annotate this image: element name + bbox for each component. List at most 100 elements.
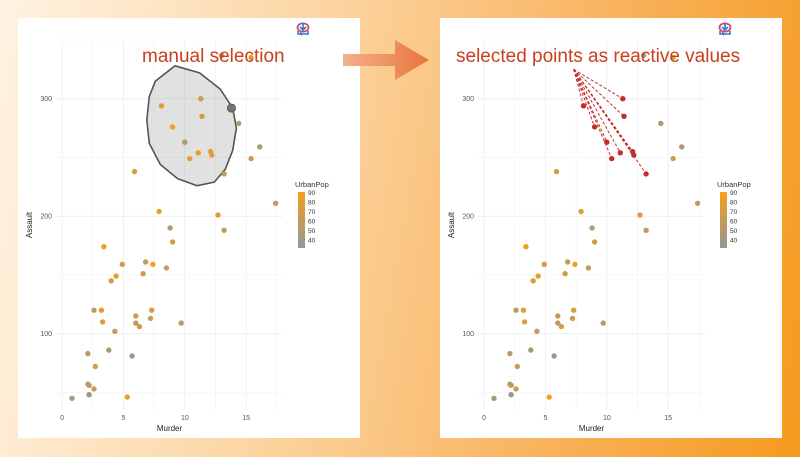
data-point[interactable] xyxy=(508,392,514,398)
data-point[interactable] xyxy=(119,261,126,267)
data-point[interactable] xyxy=(609,155,615,162)
data-point[interactable] xyxy=(555,320,561,326)
data-point[interactable] xyxy=(604,139,610,145)
data-point[interactable] xyxy=(106,347,112,353)
data-point[interactable] xyxy=(169,124,176,130)
data-point[interactable] xyxy=(167,225,173,231)
download-icon[interactable] xyxy=(297,22,352,38)
data-point[interactable] xyxy=(562,271,568,277)
data-point[interactable] xyxy=(578,208,584,215)
data-point[interactable] xyxy=(637,212,643,218)
data-point[interactable] xyxy=(86,392,92,398)
data-point[interactable] xyxy=(101,244,107,250)
data-point[interactable] xyxy=(631,152,637,158)
data-point[interactable] xyxy=(163,265,170,271)
data-point[interactable] xyxy=(535,273,541,279)
data-point[interactable] xyxy=(236,120,242,127)
data-point[interactable] xyxy=(85,381,91,387)
data-point[interactable] xyxy=(564,259,571,265)
lasso-clear-icon[interactable] xyxy=(718,22,754,38)
data-point[interactable] xyxy=(133,320,139,326)
data-point[interactable] xyxy=(248,155,254,162)
data-point[interactable] xyxy=(617,150,623,156)
data-point[interactable] xyxy=(221,227,227,233)
data-point[interactable] xyxy=(91,307,97,313)
data-point[interactable] xyxy=(507,381,513,387)
data-point[interactable] xyxy=(571,307,577,313)
data-point[interactable] xyxy=(541,261,547,267)
data-point[interactable] xyxy=(187,155,193,162)
data-point[interactable] xyxy=(98,307,105,313)
data-point[interactable] xyxy=(85,350,91,357)
data-point[interactable] xyxy=(491,395,497,401)
data-point[interactable] xyxy=(530,278,536,284)
data-point[interactable] xyxy=(221,171,227,177)
data-point[interactable] xyxy=(147,315,154,322)
data-point[interactable] xyxy=(670,155,676,162)
data-point[interactable] xyxy=(621,113,627,120)
data-point[interactable] xyxy=(158,103,165,109)
data-point[interactable] xyxy=(679,144,685,150)
data-point[interactable] xyxy=(178,320,184,326)
data-point[interactable] xyxy=(507,350,513,357)
data-point[interactable] xyxy=(670,54,676,61)
data-point[interactable] xyxy=(553,168,560,175)
data-point[interactable] xyxy=(272,200,279,206)
data-point[interactable] xyxy=(658,120,664,127)
data-point[interactable] xyxy=(182,139,188,145)
data-point[interactable] xyxy=(585,265,592,271)
data-point[interactable] xyxy=(640,52,647,58)
data-point[interactable] xyxy=(534,328,540,334)
data-point[interactable] xyxy=(520,307,527,313)
data-point[interactable] xyxy=(198,96,204,102)
lasso-selection-region[interactable] xyxy=(146,65,238,187)
data-point[interactable] xyxy=(218,52,225,58)
data-point[interactable] xyxy=(91,386,97,392)
data-point[interactable] xyxy=(142,259,149,265)
data-point[interactable] xyxy=(99,319,106,325)
data-point[interactable] xyxy=(169,239,176,245)
data-point[interactable] xyxy=(643,227,649,233)
data-point[interactable] xyxy=(195,150,201,156)
data-point[interactable] xyxy=(523,244,529,250)
data-point[interactable] xyxy=(108,278,114,284)
data-point[interactable] xyxy=(580,103,587,109)
data-point[interactable] xyxy=(131,168,138,175)
data-point[interactable] xyxy=(69,395,75,401)
data-point[interactable] xyxy=(589,225,595,231)
data-point[interactable] xyxy=(514,363,520,370)
data-point[interactable] xyxy=(140,271,146,277)
data-point[interactable] xyxy=(521,319,528,325)
data-point[interactable] xyxy=(257,144,263,150)
data-point[interactable] xyxy=(513,386,519,392)
data-point[interactable] xyxy=(92,363,99,370)
download-icon[interactable] xyxy=(719,22,774,38)
lasso-clear-icon[interactable] xyxy=(296,22,332,38)
data-point[interactable] xyxy=(591,239,598,245)
data-point[interactable] xyxy=(112,328,118,334)
data-point[interactable] xyxy=(113,273,119,279)
data-point[interactable] xyxy=(572,261,578,267)
data-point[interactable] xyxy=(600,320,606,326)
data-point[interactable] xyxy=(149,307,155,313)
data-point[interactable] xyxy=(513,307,519,313)
data-point[interactable] xyxy=(546,394,552,400)
data-point[interactable] xyxy=(528,347,534,353)
data-point[interactable] xyxy=(209,152,215,158)
data-point[interactable] xyxy=(124,394,130,400)
data-point[interactable] xyxy=(133,313,139,319)
data-point[interactable] xyxy=(620,96,626,102)
data-point[interactable] xyxy=(643,171,649,177)
data-point[interactable] xyxy=(129,353,135,359)
data-point[interactable] xyxy=(558,323,565,330)
data-point[interactable] xyxy=(555,313,561,319)
data-point[interactable] xyxy=(199,113,205,120)
data-point[interactable] xyxy=(591,124,598,130)
data-point[interactable] xyxy=(694,200,701,206)
data-point[interactable] xyxy=(150,261,156,267)
data-point[interactable] xyxy=(569,315,576,322)
data-point[interactable] xyxy=(136,323,143,330)
data-point[interactable] xyxy=(156,208,162,215)
